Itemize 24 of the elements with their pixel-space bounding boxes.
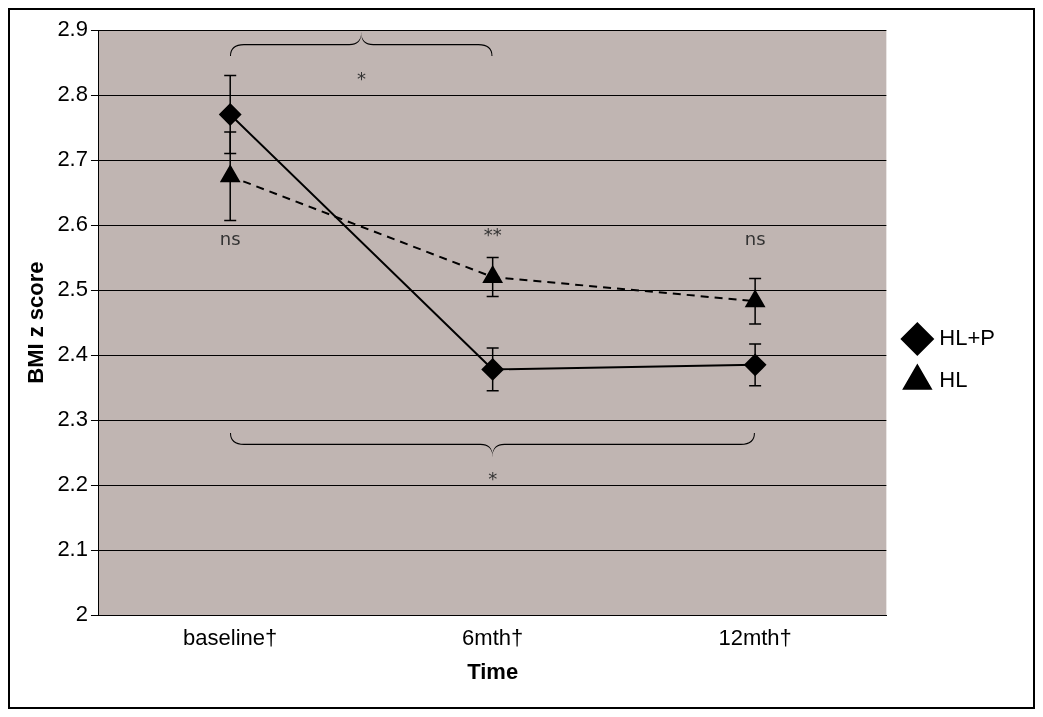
point [483, 266, 503, 284]
y-tick-label: 2.7 [57, 146, 88, 172]
annotation: * [488, 468, 498, 490]
x-tick-label: 6mth† [462, 625, 524, 651]
annotation: ** [483, 224, 502, 246]
x-axis-title: Time [467, 658, 519, 684]
y-tick-label: 2.8 [57, 81, 88, 107]
y-tick-label: 2.9 [57, 16, 88, 42]
point [481, 358, 504, 381]
annotation: ns [744, 228, 766, 250]
y-tick-label: 2.6 [57, 211, 88, 237]
y-tick-label: 2.3 [57, 406, 88, 432]
y-tick-label: 2.2 [57, 471, 88, 497]
y-tick-label: 2.5 [57, 276, 88, 302]
y-axis-title: BMI z score [23, 261, 49, 384]
legend-label: HL [939, 367, 968, 393]
y-tick-label: 2.4 [57, 341, 88, 367]
annotation: * [356, 67, 366, 89]
y-tick-label: 2.1 [57, 536, 88, 562]
legend-label: HL+P [939, 325, 996, 351]
annotation: ns [219, 228, 241, 250]
y-tick-label: 2 [75, 601, 88, 627]
x-tick-label: 12mth† [718, 625, 792, 651]
x-tick-label: baseline† [183, 625, 278, 651]
